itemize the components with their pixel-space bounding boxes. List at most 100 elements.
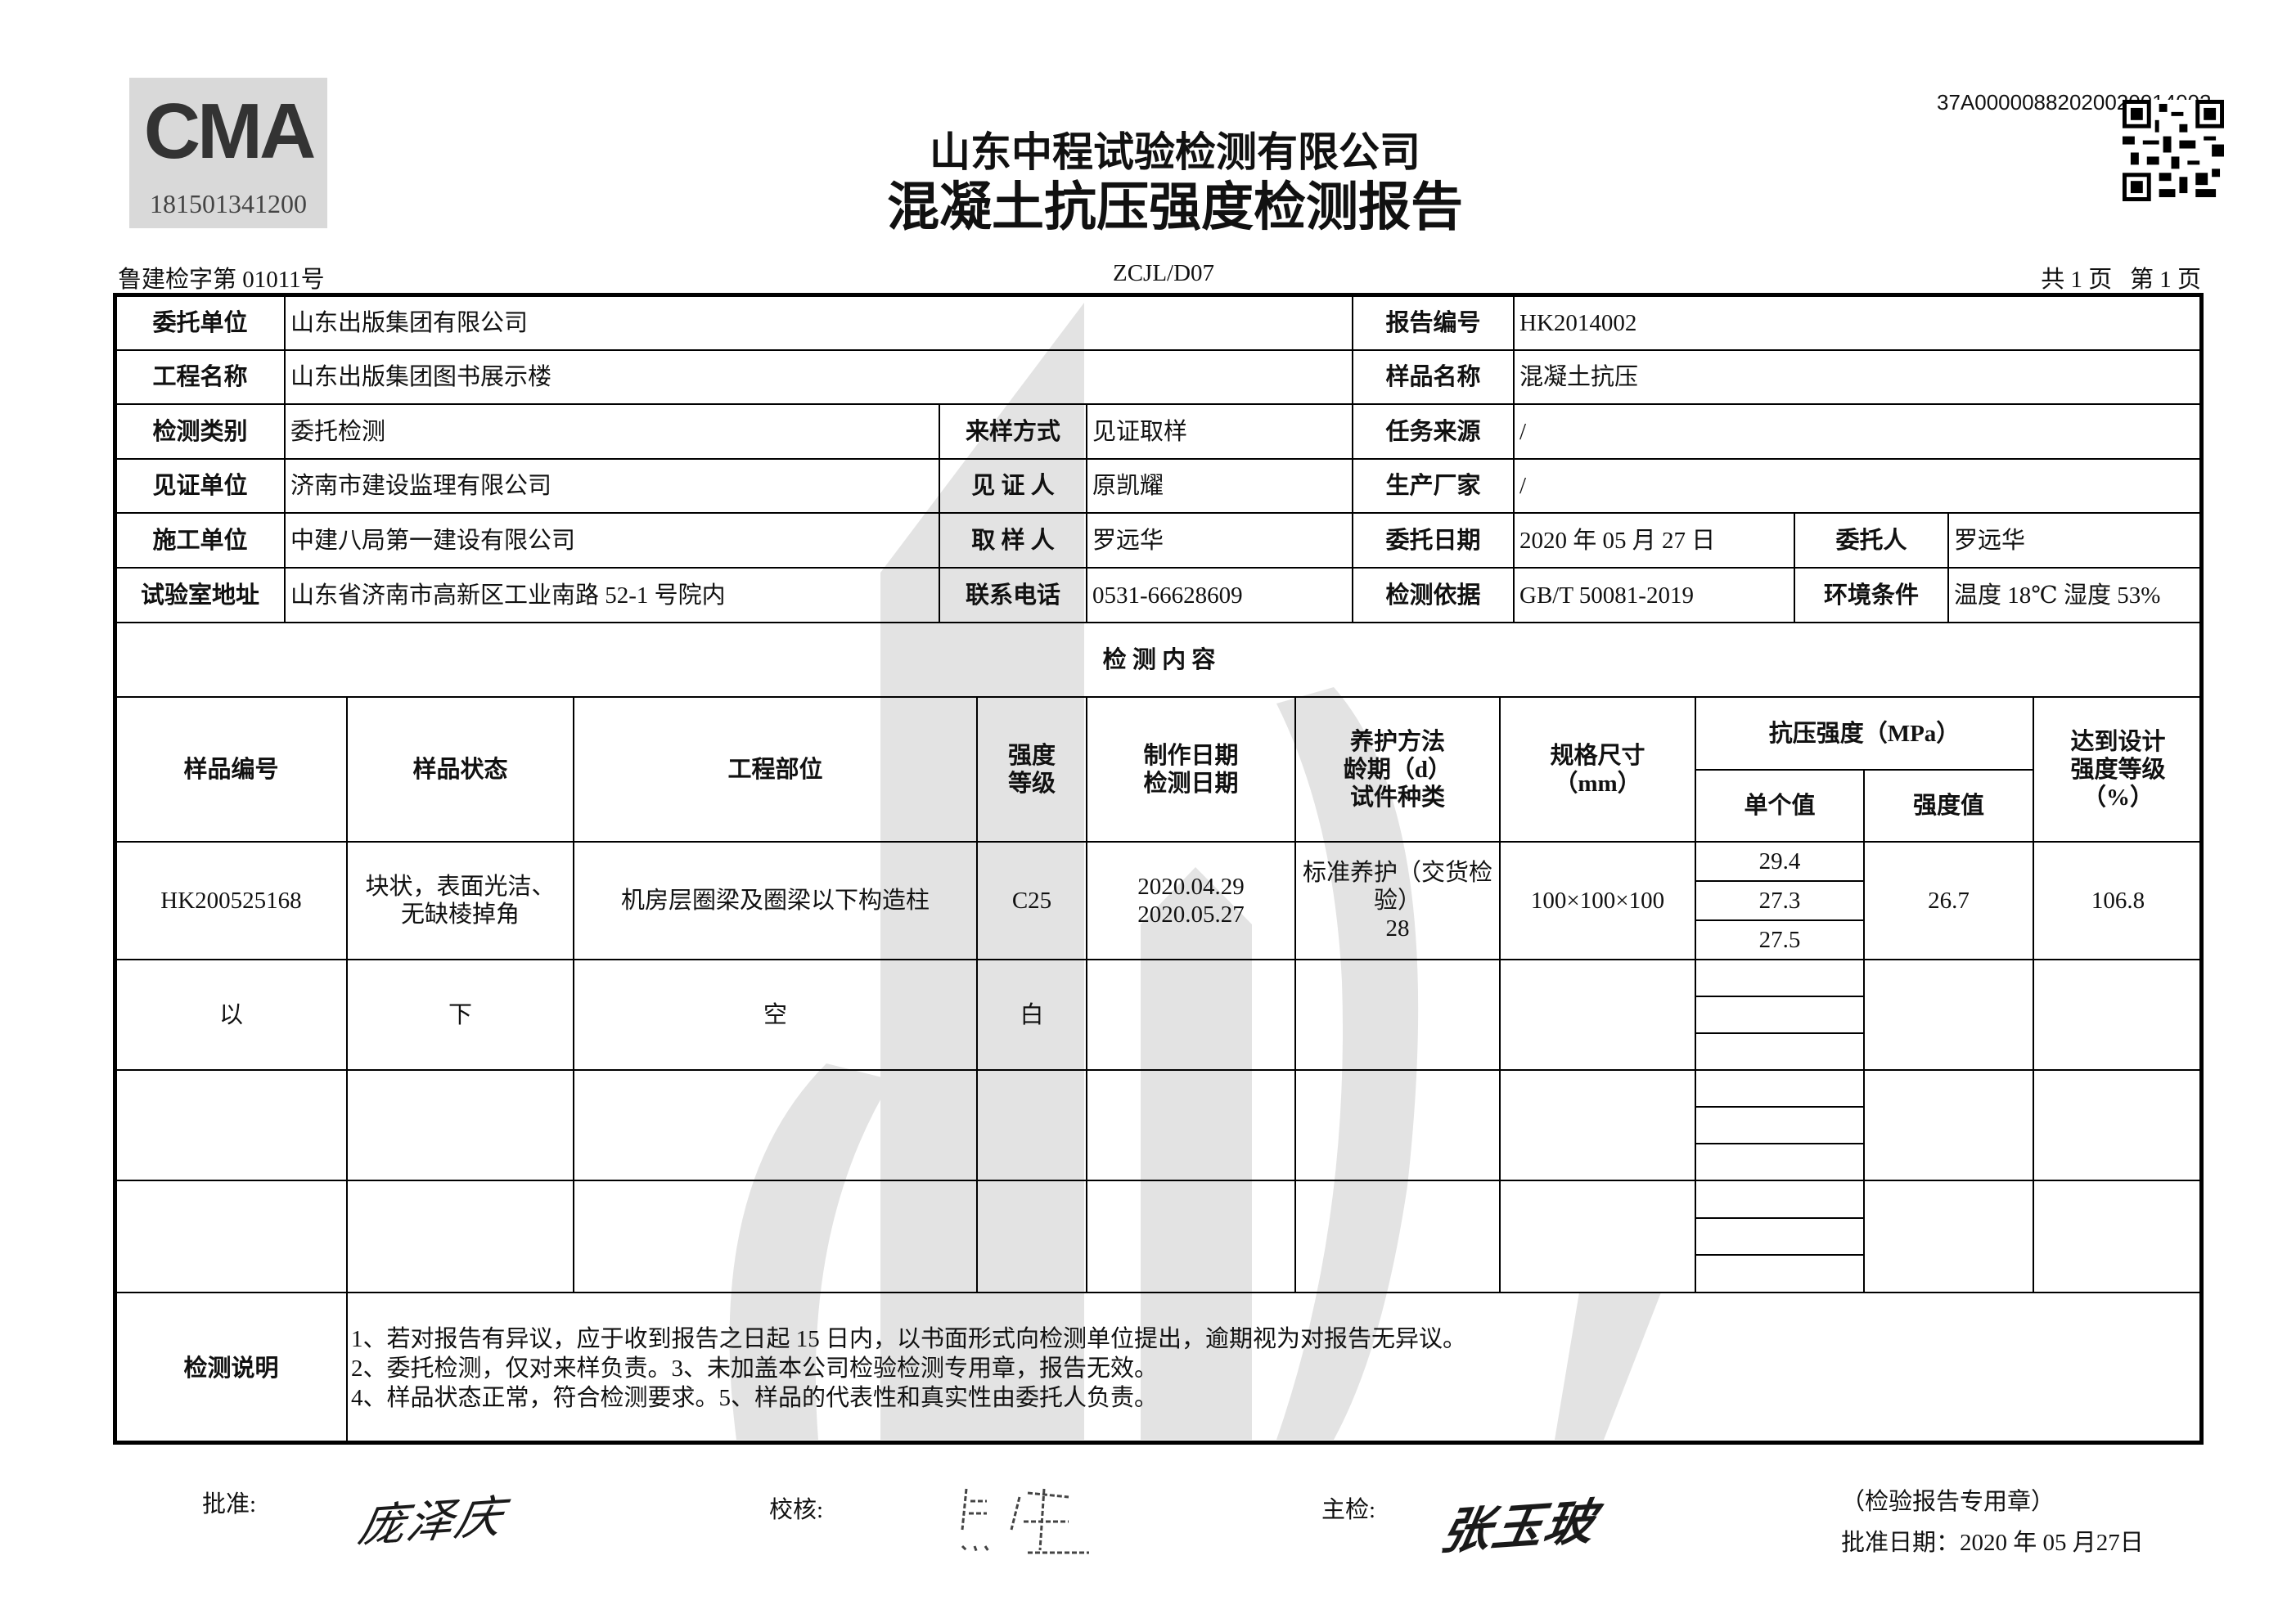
- info-env: 温度 18℃ 湿度 53%: [1947, 567, 2204, 623]
- table-cell-sample-state: 块状，表面光洁、 无缺棱掉角: [346, 841, 574, 960]
- table-cell-strength-value: [1863, 959, 2034, 1071]
- table-cell-strength-value: 26.7: [1863, 841, 2034, 960]
- column-header-strength-value: 强度值: [1863, 769, 2034, 843]
- info-sampler-label-text: 取 样 人: [971, 527, 1055, 554]
- info-lab-address-label: 试验室地址: [115, 567, 286, 623]
- info-report-no-text: HK2014002: [1519, 309, 1637, 336]
- inspector-signature: 张玉玻: [1436, 1493, 1601, 1562]
- info-entrust-date-label: 委托日期: [1352, 512, 1515, 569]
- info-client: 山东出版集团有限公司: [284, 294, 1353, 351]
- cma-number: 181501341200: [150, 189, 307, 218]
- table-cell-dates: [1086, 1180, 1296, 1293]
- table-cell-location: 空: [573, 959, 978, 1071]
- table-cell-single-value: [1695, 1069, 1865, 1108]
- seal-note: （检验报告专用章）: [1841, 1489, 2055, 1515]
- table-cell-sample-state-text: 下: [448, 1001, 472, 1028]
- review-signature: [961, 1488, 1089, 1554]
- info-witness-unit-label: 见证单位: [115, 458, 286, 514]
- table-cell-location: [573, 1180, 978, 1293]
- table-cell-single-value-text: 27.3: [1758, 888, 1801, 914]
- info-env-label-text: 环境条件: [1823, 582, 1919, 609]
- table-cell-size: 100×100×100: [1499, 841, 1696, 960]
- column-header-size-text: 规格尺寸 （mm）: [1550, 742, 1645, 797]
- table-cell-single-value: [1695, 1217, 1865, 1256]
- table-cell-dates-text: 2020.04.29 2020.05.27: [1137, 874, 1245, 928]
- cma-logo-text: CMA: [143, 88, 317, 175]
- table-cell-curing: 标准养护（交货检 验） 28: [1294, 841, 1501, 960]
- table-cell-sample-state: 下: [346, 959, 574, 1071]
- info-witness: 原凯耀: [1086, 458, 1353, 514]
- info-witness-unit: 济南市建设监理有限公司: [284, 458, 940, 514]
- approve-label: 批准:: [202, 1491, 257, 1517]
- approve-signature: 庞泽庆: [353, 1490, 509, 1553]
- info-report-no: HK2014002: [1513, 294, 2204, 351]
- certificate-number: 鲁建检字第 01011号: [118, 267, 325, 293]
- info-test-type-text: 委托检测: [290, 418, 386, 445]
- form-code: ZCJL/D07: [1113, 260, 1215, 286]
- info-entrust-date: 2020 年 05 月 27 日: [1513, 512, 1795, 569]
- approve-date: 批准日期：2020 年 05 月27日: [1841, 1530, 2144, 1556]
- table-cell-strength-value: [1863, 1180, 2034, 1293]
- column-header-sample-no-text: 样品编号: [183, 756, 279, 783]
- table-cell-curing: [1294, 1180, 1501, 1293]
- company-name: 山东中程试验检测有限公司: [930, 128, 1420, 176]
- info-basis-label: 检测依据: [1352, 567, 1515, 623]
- qr-code-icon: [2123, 100, 2224, 201]
- table-cell-single-value: [1695, 1180, 1865, 1219]
- info-project: 山东出版集团图书展示楼: [284, 349, 1353, 405]
- section-title-text: 检 测 内 容: [1102, 646, 1216, 673]
- notes-label: 检测说明: [115, 1292, 348, 1445]
- info-sampling-method-text: 见证取样: [1092, 418, 1188, 445]
- column-header-location: 工程部位: [573, 696, 978, 843]
- column-header-dates-text: 制作日期 检测日期: [1143, 742, 1239, 797]
- info-witness-unit-text: 济南市建设监理有限公司: [290, 473, 552, 499]
- info-sampling-method-label-text: 来样方式: [965, 418, 1060, 445]
- info-report-no-label-text: 报告编号: [1385, 309, 1481, 336]
- info-lab-address-text: 山东省济南市高新区工业南路 52-1 号院内: [290, 582, 726, 609]
- column-header-curing-text: 养护方法 龄期（d） 试件种类: [1343, 728, 1452, 811]
- table-cell-sample-no: [115, 1069, 348, 1181]
- info-project-label-text: 工程名称: [152, 364, 248, 390]
- table-cell-size-text: 100×100×100: [1530, 888, 1665, 914]
- table-cell-grade-text: C25: [1011, 888, 1052, 914]
- table-cell-sample-no-text: 以: [218, 1001, 243, 1028]
- review-label: 校核:: [769, 1497, 824, 1523]
- info-contractor-text: 中建八局第一建设有限公司: [290, 527, 576, 554]
- table-cell-curing: [1294, 1069, 1501, 1181]
- info-manufacturer-text: /: [1519, 473, 1527, 499]
- info-sampler-text: 罗远华: [1092, 527, 1164, 554]
- table-cell-grade-text: 白: [1020, 1001, 1044, 1028]
- table-cell-single-value-text: 27.5: [1758, 927, 1801, 953]
- table-cell-location: [573, 1069, 978, 1181]
- info-task-source-text: /: [1519, 418, 1527, 445]
- info-contractor-label-text: 施工单位: [152, 527, 248, 554]
- notes-text: 1、若对报告有异议，应于收到报告之日起 15 日内，以书面形式向检测单位提出，逾…: [346, 1292, 2204, 1445]
- table-cell-single-value: 29.4: [1695, 841, 1865, 882]
- table-cell-curing-text: 标准养护（交货检 验） 28: [1302, 860, 1492, 942]
- info-task-source-label: 任务来源: [1352, 403, 1515, 460]
- table-cell-sample-no-text: HK200525168: [160, 888, 302, 914]
- notes-label-text: 检测说明: [183, 1355, 279, 1382]
- info-phone-label-text: 联系电话: [965, 582, 1060, 609]
- table-cell-location-text: 机房层圈梁及圈梁以下构造柱: [620, 888, 930, 914]
- table-cell-dates: 2020.04.29 2020.05.27: [1086, 841, 1296, 960]
- info-test-type-label: 检测类别: [115, 403, 286, 460]
- inspector-label: 主检:: [1321, 1497, 1376, 1523]
- column-header-percent-text: 达到设计 强度等级 （%）: [2070, 728, 2166, 811]
- column-header-grade-text: 强度 等级: [1007, 742, 1056, 797]
- table-cell-single-value: [1695, 959, 1865, 997]
- info-phone: 0531-66628609: [1086, 567, 1353, 623]
- info-lab-address: 山东省济南市高新区工业南路 52-1 号院内: [284, 567, 940, 623]
- info-project-text: 山东出版集团图书展示楼: [290, 364, 552, 390]
- table-cell-location: 机房层圈梁及圈梁以下构造柱: [573, 841, 978, 960]
- table-cell-size: [1499, 1069, 1696, 1181]
- info-lab-address-label-text: 试验室地址: [140, 582, 259, 609]
- table-cell-sample-state: [346, 1180, 574, 1293]
- column-header-strength-value-text: 强度值: [1912, 793, 1984, 819]
- table-cell-strength-value-text: 26.7: [1928, 888, 1970, 914]
- notes-text-text: 1、若对报告有异议，应于收到报告之日起 15 日内，以书面形式向检测单位提出，逾…: [351, 1325, 1467, 1411]
- table-cell-grade: [976, 1069, 1087, 1181]
- info-entrust-date-label-text: 委托日期: [1385, 527, 1481, 554]
- table-cell-single-value: 27.3: [1695, 880, 1865, 921]
